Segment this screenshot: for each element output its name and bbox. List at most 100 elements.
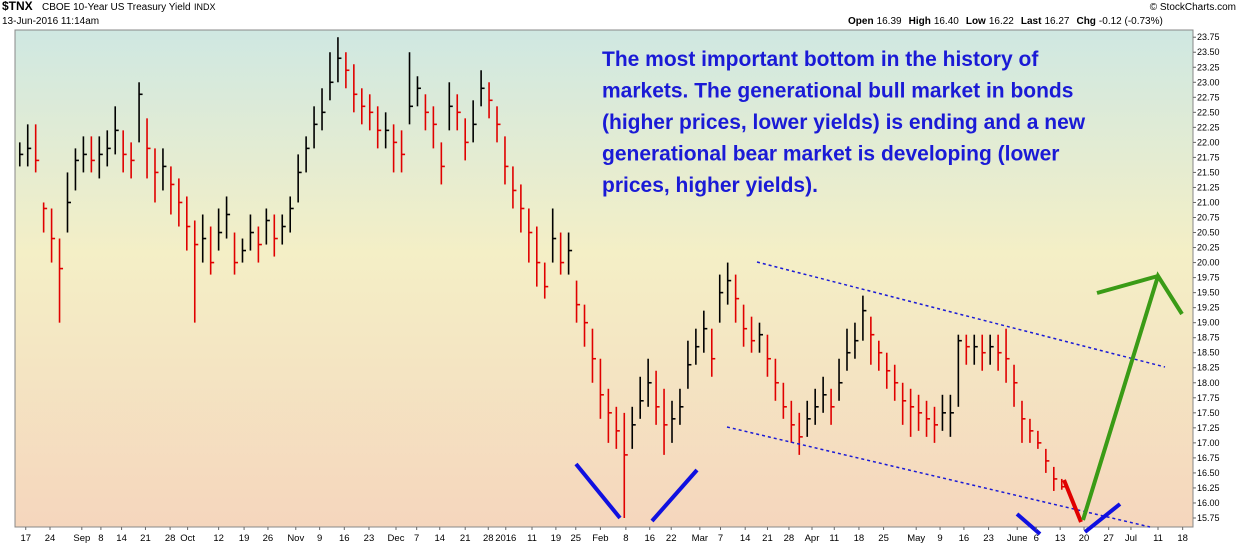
y-tick-label: 18.75 [1197,333,1220,343]
quote-label: Open [848,16,874,27]
quote-value: 16.27 [1044,16,1069,27]
annotation: generational bear market is developing (… [602,143,1059,166]
x-tick-label: 14 [116,533,127,544]
x-tick-label: June [1007,533,1028,544]
x-tick-label: 28 [784,533,795,544]
y-tick-label: 19.00 [1197,318,1220,328]
y-tick-label: 19.50 [1197,288,1220,298]
quote-label: Last [1021,16,1042,27]
v-mark [650,468,699,523]
y-tick-label: 21.00 [1197,197,1220,207]
x-tick-label: Feb [592,533,608,544]
x-tick-label: 28 [483,533,494,544]
x-tick-label: 11 [1153,533,1163,544]
x-tick-label: 21 [140,533,151,544]
quote-value: 16.40 [934,16,959,27]
x-tick-label: 13 [1055,533,1066,544]
x-tick-label: 28 [165,533,176,544]
y-tick-label: 18.00 [1197,378,1220,388]
annotations [574,261,1184,536]
x-tick-label: 12 [213,533,224,544]
y-tick-label: 23.00 [1197,77,1220,87]
y-tick-label: 16.25 [1197,483,1220,493]
x-tick-label: 23 [364,533,375,544]
exchange: INDX [194,2,216,12]
x-tick-label: 16 [644,533,655,544]
y-tick-label: 17.25 [1197,423,1220,433]
y-tick-label: 23.25 [1197,62,1220,72]
x-tick-label: 22 [666,533,677,544]
x-tick-label: 16 [959,533,970,544]
y-tick-label: 20.00 [1197,258,1220,268]
y-tick-label: 22.50 [1197,107,1220,117]
plot-area [14,29,1194,528]
y-tick-label: 19.75 [1197,273,1220,283]
x-tick-label: 2016 [495,533,516,544]
y-tick-label: 15.75 [1197,513,1220,523]
y-tick-label: 17.00 [1197,438,1220,448]
y-tick-label: 21.75 [1197,152,1220,162]
y-tick-label: 17.75 [1197,393,1220,403]
y-tick-label: 16.00 [1197,498,1220,508]
x-tick-label: 7 [414,533,419,544]
x-tick-label: 8 [98,533,103,544]
x-tick-label: 25 [878,533,889,544]
x-tick-label: 23 [983,533,994,544]
v-mark [1015,512,1042,536]
v-mark [1083,502,1122,534]
x-tick-label: 26 [263,533,274,544]
x-tick-label: Sep [73,533,90,544]
x-tick-label: 18 [854,533,865,544]
y-tick-label: 22.25 [1197,122,1220,132]
y-tick-label: 16.75 [1197,453,1220,463]
x-tick-label: Apr [805,533,820,544]
channel-bottom [726,426,1151,528]
date: 13-Jun-2016 11:14am [2,16,99,27]
x-tick-label: 24 [45,533,56,544]
annotation: The most important bottom in the history… [602,48,1039,71]
x-tick-label: 25 [570,533,581,544]
y-tick-label: 22.00 [1197,137,1220,147]
x-tick-label: 8 [623,533,628,544]
quote-label: High [909,16,931,27]
y-tick-label: 19.25 [1197,303,1220,313]
y-tick-label: 22.75 [1197,92,1220,102]
quote-label: Low [966,16,986,27]
y-tick-label: 20.75 [1197,213,1220,223]
x-tick-label: 11 [527,533,537,544]
y-tick-label: 18.50 [1197,348,1220,358]
x-tick-label: 14 [740,533,751,544]
x-tick-label: 6 [1034,533,1039,544]
red-path [1062,479,1083,523]
x-tick-label: 18 [1177,533,1188,544]
y-tick-label: 18.25 [1197,363,1220,373]
x-tick-label: 16 [339,533,350,544]
quote-value: 16.22 [989,16,1014,27]
x-tick-label: 21 [460,533,471,544]
x-tick-label: Mar [692,533,708,544]
chart-title: CBOE 10-Year US Treasury Yield [42,2,191,13]
symbol: $TNX [2,0,33,13]
annotation: prices, higher yields). [602,174,818,197]
channel-top [756,261,1166,368]
x-tick-label: 21 [762,533,773,544]
x-tick-label: 19 [551,533,562,544]
x-tick-label: Dec [388,533,405,544]
x-tick-label: May [907,533,925,544]
y-tick-label: 20.50 [1197,228,1220,238]
y-tick-label: 16.50 [1197,468,1220,478]
quote-label: Chg [1076,16,1095,27]
x-tick-label: 9 [937,533,942,544]
y-tick-label: 23.75 [1197,32,1220,42]
annotation: markets. The generational bull market in… [602,80,1073,103]
x-tick-label: 19 [239,533,250,544]
x-tick-label: 11 [829,533,839,544]
y-tick-label: 21.50 [1197,167,1220,177]
quote-value: -0.12 (-0.73%) [1099,16,1163,27]
x-tick-label: 9 [317,533,322,544]
annotation: (higher prices, lower yields) is ending … [602,111,1086,134]
x-tick-label: Jul [1125,533,1137,544]
y-tick-label: 17.50 [1197,408,1220,418]
x-tick-label: 20 [1079,533,1090,544]
